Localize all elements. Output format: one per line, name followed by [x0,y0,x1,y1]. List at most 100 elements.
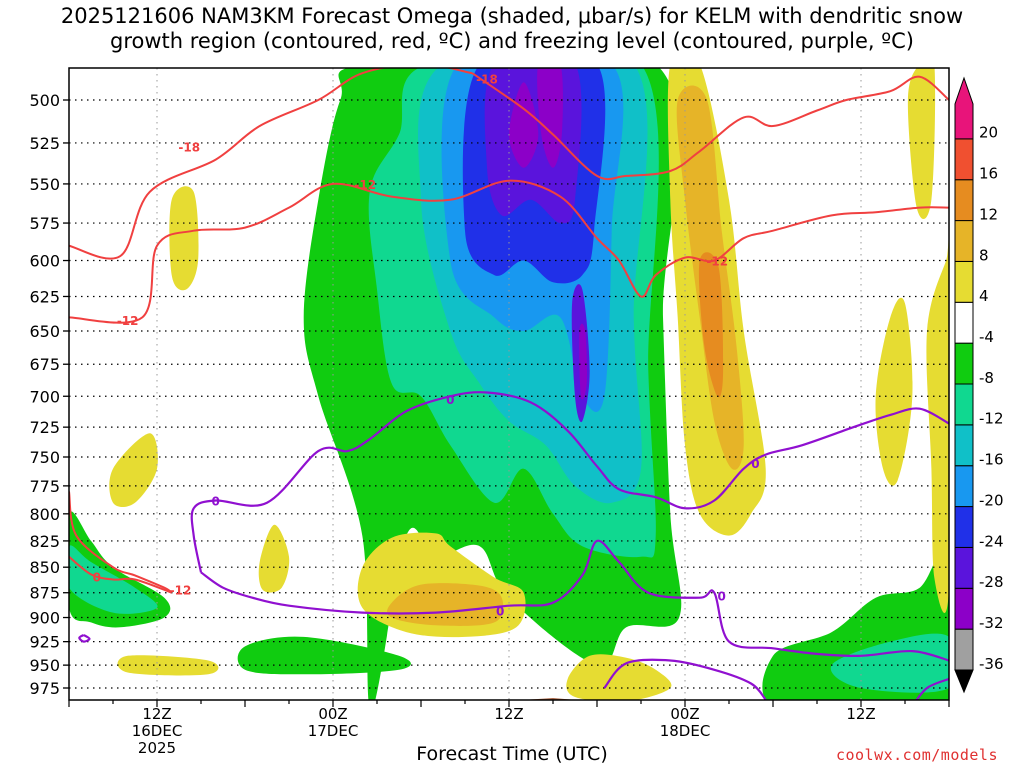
contour-label-4: -12 [706,255,728,269]
dendritic-contour-2 [69,179,949,324]
chart-title: 2025121606 NAM3KM Forecast Omega (shaded… [0,4,1024,54]
y-axis: 500 525 550 575 600 625 650 675 700 725 750 775 800 8… [29,91,69,698]
y-tick-label-825: 825 [29,532,60,551]
dendritic-contours [69,68,949,594]
colorbar-label-4: 4 [979,287,989,305]
contour-labels: -18 -18 -12 -12 -12 -12 0 0 0 0 0 0 [93,73,760,619]
colorbar: 20 16 12 8 4 -4 -8 -12 -16 -20 -24 -28 -32 -36 [954,76,1004,694]
omega-region-26 [387,583,504,626]
colorbar-label-8: -16 [979,451,1004,469]
omega-region-14 [579,323,587,400]
colorbar-swatch-5 [954,424,974,467]
colorbar-label-12: -32 [979,614,1004,632]
x-tick-label-54-0: 12Z [846,705,875,723]
contour-label-8: 0 [446,393,454,407]
colorbar-swatch-6 [954,383,974,426]
freezing-level-contours [78,391,949,700]
colorbar-label-0: 20 [979,124,998,142]
colorbar-top-arrow [954,76,974,140]
colorbar-label-2: 12 [979,205,998,223]
freezing-contour-2 [603,658,767,700]
chart-title-line1: 2025121606 NAM3KM Forecast Omega (shaded… [60,4,964,28]
contour-label-7: 0 [211,495,219,509]
x-tick-label-6-1: 16DEC [132,722,183,740]
omega-region-2 [237,636,411,675]
y-tick-label-750: 750 [29,448,60,467]
y-tick-label-525: 525 [29,134,60,153]
contour-label-1: -18 [476,73,498,87]
freezing-contour-0 [200,539,949,662]
colorbar-swatch-1 [954,587,974,630]
contour-label-0: -18 [178,140,200,154]
dendritic-contour-0 [69,68,473,260]
colorbar-label-11: -28 [979,573,1004,591]
contour-label-6: 0 [93,570,101,584]
dendritic-contour-3 [69,491,173,594]
y-tick-label-700: 700 [29,387,60,406]
x-tick-label-42-1: 18DEC [660,722,711,740]
y-tick-label-725: 725 [29,418,60,437]
y-tick-label-850: 850 [29,558,60,577]
colorbar-swatch-12 [954,138,974,181]
omega-region-24 [117,655,219,676]
colorbar-swatch-2 [954,546,974,589]
colorbar-label-3: 8 [979,246,989,264]
freezing-contour-1 [190,391,949,573]
omega-region-21 [875,297,913,486]
freezing-contour-4 [78,633,91,643]
contour-label-5: -12 [170,584,192,598]
y-tick-label-775: 775 [29,477,60,496]
colorbar-swatch-11 [954,179,974,222]
dendritic-contour-1 [471,72,949,181]
x-tick-label-6-2: 2025 [138,739,176,757]
chart-title-line2: growth region (contoured, red, ºC) and f… [110,29,914,53]
contour-label-2: -12 [354,178,376,192]
colorbar-label-5: -4 [979,328,994,346]
y-tick-label-950: 950 [29,656,60,675]
x-tick-label-18-0: 00Z [318,705,347,723]
x-tick-label-6-0: 12Z [142,705,171,723]
colorbar-label-9: -20 [979,491,1004,509]
y-tick-label-800: 800 [29,505,60,524]
y-tick-label-550: 550 [29,175,60,194]
y-tick-label-600: 600 [29,252,60,271]
omega-region-20 [258,524,290,593]
omega-region-19 [109,433,158,507]
x-tick-label-30-0: 12Z [494,705,523,723]
y-tick-label-575: 575 [29,214,60,233]
y-tick-label-625: 625 [29,287,60,306]
contour-label-9: 0 [751,457,759,471]
colorbar-swatch-0 [954,628,974,671]
colorbar-swatch-8 [954,301,974,344]
colorbar-label-13: -36 [979,655,1004,673]
colorbar-swatch-9 [954,260,974,303]
contour-label-3: -12 [117,314,139,328]
x-tick-label-42-0: 00Z [670,705,699,723]
y-tick-label-975: 975 [29,679,60,698]
y-tick-label-875: 875 [29,584,60,603]
colorbar-label-10: -24 [979,532,1004,550]
contour-label-10: 0 [496,605,504,619]
x-axis-title: Forecast Time (UTC) [416,743,608,765]
colorbar-swatch-10 [954,220,974,262]
colorbar-label-6: -8 [979,369,994,387]
x-tick-label-18-1: 17DEC [308,722,359,740]
contour-label-11: 0 [717,590,725,604]
omega-region-18 [169,186,199,291]
y-tick-label-900: 900 [29,609,60,628]
omega-region-22 [926,233,949,613]
y-tick-label-650: 650 [29,322,60,341]
dendritic-contour-4 [69,556,173,594]
y-tick-label-500: 500 [29,91,60,110]
omega-region-6 [830,633,949,693]
colorbar-label-7: -12 [979,410,1004,428]
colorbar-swatch-4 [954,465,974,508]
colorbar-label-1: 16 [979,165,998,183]
y-tick-label-675: 675 [29,355,60,374]
freezing-contour-3 [915,677,949,700]
credit-link[interactable]: coolwx.com/models [835,746,998,764]
colorbar-bottom-arrow [954,669,974,694]
colorbar-swatch-7 [954,342,974,385]
